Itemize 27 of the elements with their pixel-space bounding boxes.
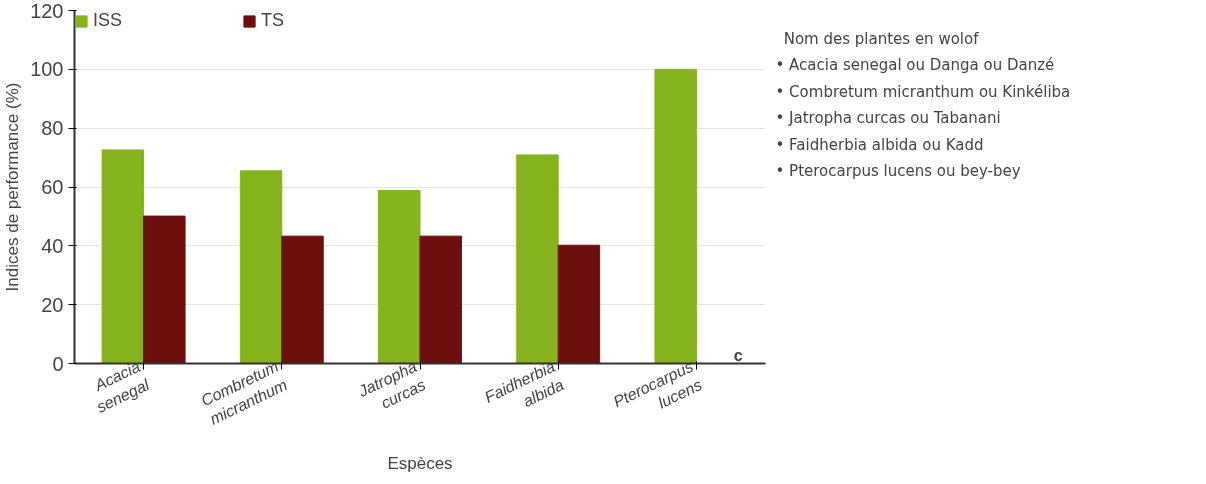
legend-label: ISS <box>93 10 123 31</box>
y-tick-label: 40 <box>41 234 64 257</box>
y-tick-label: 100 <box>30 58 64 81</box>
bar <box>143 215 186 364</box>
y-tick-label: 120 <box>30 0 64 22</box>
bar <box>516 154 559 364</box>
bar <box>101 149 145 364</box>
annotation: c <box>733 346 743 364</box>
y-tick-label: 80 <box>41 117 64 140</box>
bar <box>239 170 283 364</box>
bar <box>419 235 462 364</box>
text: • Jatropha curcas ou Tabanani <box>775 109 1001 128</box>
x-axis-title: Espèces <box>387 453 453 473</box>
text: • Faidherbia albida ou Kadd <box>775 135 984 154</box>
text: • Pterocarpus lucens ou bey-bey <box>775 162 1021 181</box>
bar <box>378 190 421 364</box>
bar <box>557 244 601 364</box>
y-tick-label: 20 <box>41 293 64 316</box>
y-tick-label: 0 <box>52 352 64 375</box>
y-axis-title: Indices de performance (%) <box>3 82 23 292</box>
bar <box>281 235 324 364</box>
bar <box>654 68 697 364</box>
text: • Acacia senegal ou Danga ou Danzé <box>775 56 1055 75</box>
text: Nom des plantes en wolof <box>783 29 980 48</box>
legend-label: TS <box>261 10 285 31</box>
text: • Combretum micranthum ou Kinkéliba <box>775 82 1071 101</box>
y-tick-label: 60 <box>41 176 64 198</box>
